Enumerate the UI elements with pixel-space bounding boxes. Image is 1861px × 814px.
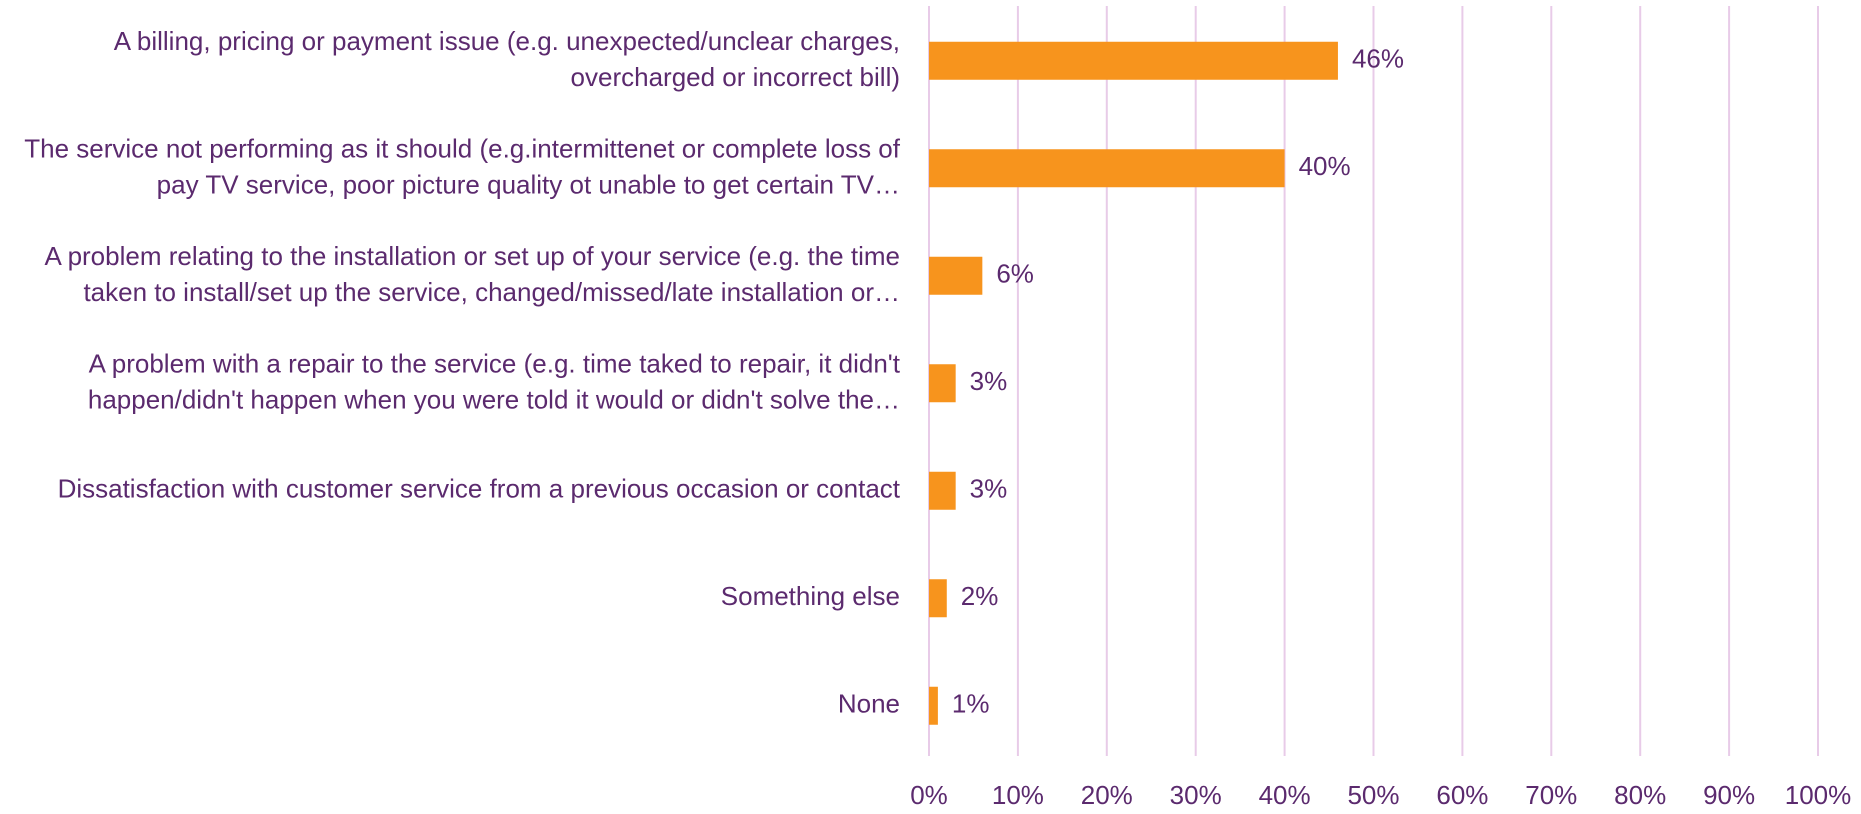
bar (929, 149, 1285, 188)
x-tick-label: 70% (1525, 780, 1577, 810)
category-label: None (838, 689, 900, 719)
x-tick-label: 30% (1170, 780, 1222, 810)
bar (929, 686, 938, 725)
x-tick-label: 40% (1259, 780, 1311, 810)
x-tick-label: 20% (1081, 780, 1133, 810)
value-label: 46% (1352, 44, 1404, 74)
category-label: Something else (721, 581, 900, 611)
value-label: 6% (996, 259, 1034, 289)
category-label: A problem with a repair to the service (… (88, 348, 901, 414)
bar (929, 579, 947, 618)
value-label: 40% (1299, 151, 1351, 181)
category-label: A problem relating to the installation o… (44, 241, 900, 307)
category-label: A billing, pricing or payment issue (e.g… (114, 26, 900, 92)
x-tick-label: 80% (1614, 780, 1666, 810)
x-tick-label: 50% (1347, 780, 1399, 810)
x-tick-label: 0% (910, 780, 948, 810)
value-label: 1% (952, 689, 990, 719)
bar (929, 471, 956, 510)
x-tick-label: 10% (992, 780, 1044, 810)
value-label: 2% (961, 581, 999, 611)
bar (929, 41, 1338, 80)
bar (929, 256, 983, 295)
bar (929, 364, 956, 403)
x-tick-label: 90% (1703, 780, 1755, 810)
x-tick-label: 60% (1436, 780, 1488, 810)
value-label: 3% (970, 366, 1008, 396)
category-label: The service not performing as it should … (24, 133, 901, 199)
x-tick-label: 100% (1785, 780, 1852, 810)
value-label: 3% (970, 474, 1008, 504)
category-label: Dissatisfaction with customer service fr… (58, 474, 901, 504)
